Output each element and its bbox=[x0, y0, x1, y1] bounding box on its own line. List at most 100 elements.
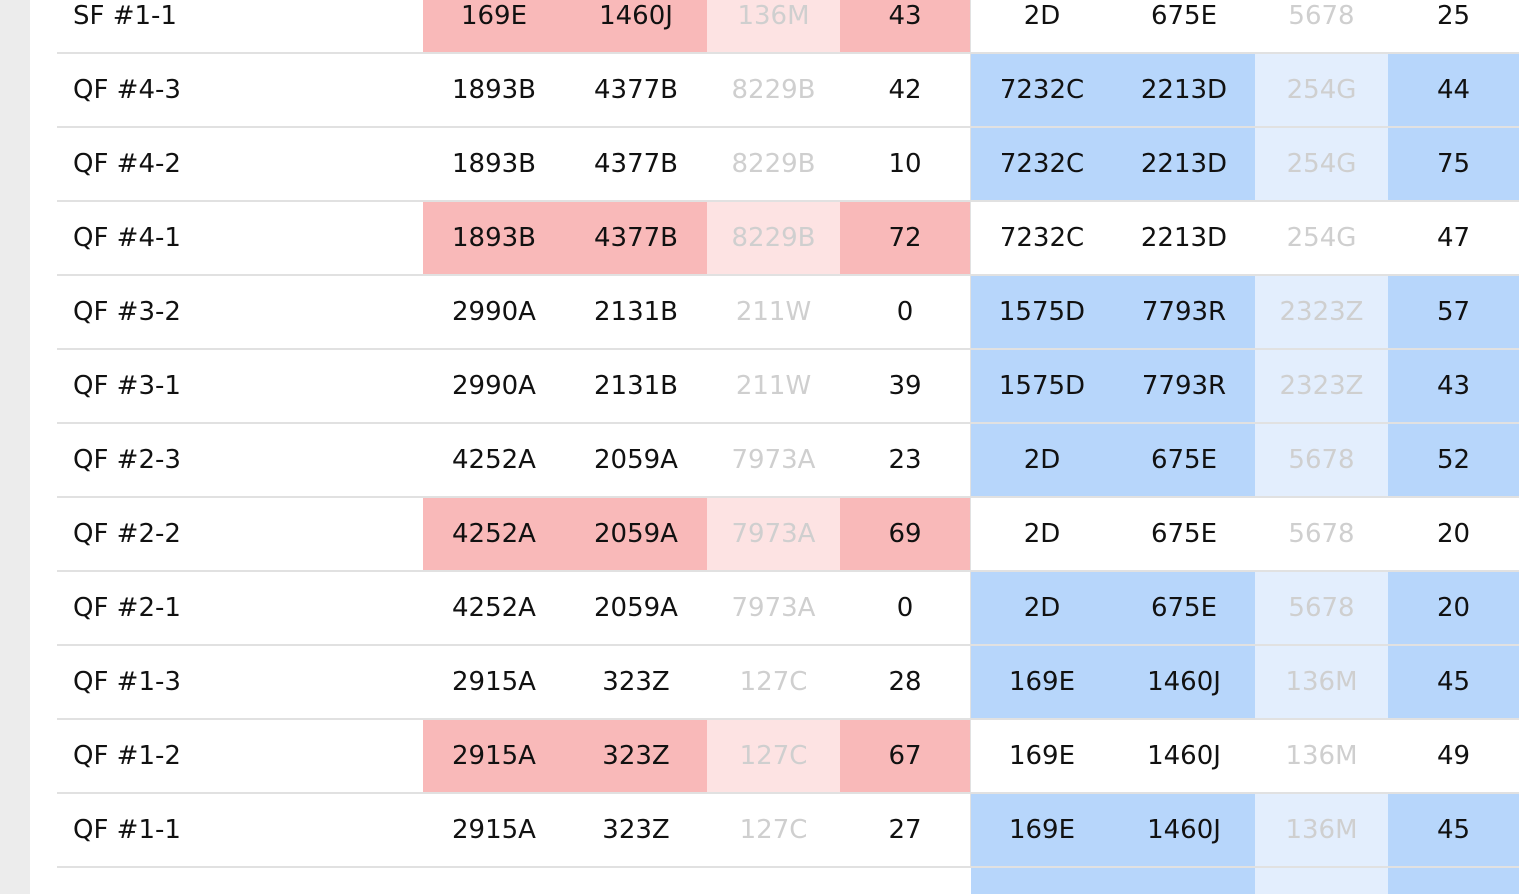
team-b-seed-3: 136M bbox=[1255, 794, 1388, 866]
table-row[interactable]: QF #4-1 1893B 4377B 8229B 72 7232C 2213D 254G 47 bbox=[57, 202, 1519, 276]
team-divider bbox=[970, 54, 971, 128]
team-b-seed-2: 675E bbox=[1113, 572, 1255, 644]
team-b-seed-3: 5678 bbox=[1288, 1, 1355, 31]
team-b-seed-3: 5678 bbox=[1255, 424, 1388, 496]
team-a-score: 27 bbox=[888, 815, 922, 845]
team-a-seed-1: 1893B bbox=[423, 202, 565, 274]
team-a-score: 43 bbox=[840, 0, 970, 52]
team-a-score: 42 bbox=[888, 75, 922, 105]
team-divider bbox=[970, 572, 971, 646]
team-a-seed-2: 323Z bbox=[565, 720, 707, 792]
team-b-seed-3: 136M bbox=[1255, 646, 1388, 718]
team-b-seed-2: 1460J bbox=[1113, 646, 1255, 718]
team-a-seed-2: 1460J bbox=[565, 0, 707, 52]
table-row[interactable]: QF #4-2 1893B 4377B 8229B 10 7232C 2213D 254G 75 bbox=[57, 128, 1519, 202]
team-divider bbox=[970, 424, 971, 498]
team-b-seed-2: 2213D bbox=[1113, 128, 1255, 200]
team-a-seed-3: 7973A bbox=[731, 593, 816, 623]
team-b-seed-1: 1575D bbox=[971, 350, 1113, 422]
team-b-seed-2: 7793R bbox=[1113, 350, 1255, 422]
team-a-seed-1: 2915A bbox=[452, 667, 536, 697]
match-results-table: SF #1-1 169E 1460J 136M 43 2D 675E 5678 25 QF #4-… bbox=[57, 0, 1519, 868]
team-a-score: 67 bbox=[840, 720, 970, 792]
team-a-seed-1: 2915A bbox=[423, 720, 565, 792]
match-label: QF #1-1 bbox=[73, 815, 181, 845]
team-a-seed-3: 127C bbox=[739, 815, 808, 845]
match-label: QF #1-3 bbox=[73, 667, 181, 697]
match-label: QF #4-1 bbox=[73, 223, 181, 253]
match-label: QF #4-2 bbox=[73, 149, 181, 179]
team-b-seed-1: 2D bbox=[1023, 1, 1061, 31]
team-b-seed-3: 2323Z bbox=[1255, 276, 1388, 348]
team-b-seed-1: 2D bbox=[971, 572, 1113, 644]
team-a-seed-2: 4377B bbox=[593, 75, 678, 105]
match-label: QF #2-3 bbox=[73, 445, 181, 475]
team-a-seed-3: 7973A bbox=[707, 498, 840, 570]
team-b-score: 47 bbox=[1436, 223, 1471, 253]
team-divider bbox=[970, 350, 971, 424]
team-b-seed-1: 7232C bbox=[971, 128, 1113, 200]
team-b-seed-2: 2213D bbox=[1113, 54, 1255, 126]
team-divider bbox=[970, 646, 971, 720]
table-row[interactable]: QF #2-1 4252A 2059A 7973A 0 2D 675E 5678 20 bbox=[57, 572, 1519, 646]
right-gutter bbox=[1519, 0, 1540, 894]
team-b-seed-3: 2323Z bbox=[1255, 350, 1388, 422]
team-a-seed-3: 127C bbox=[707, 720, 840, 792]
table-row[interactable]: QF #2-3 4252A 2059A 7973A 23 2D 675E 5678 52 bbox=[57, 424, 1519, 498]
team-b-seed-3: 5678 bbox=[1288, 519, 1355, 549]
team-b-seed-2: 675E bbox=[1150, 1, 1218, 31]
team-a-seed-2: 2131B bbox=[593, 371, 678, 401]
table-row[interactable]: QF #2-2 4252A 2059A 7973A 69 2D 675E 5678 20 bbox=[57, 498, 1519, 572]
team-a-seed-1: 2990A bbox=[452, 297, 536, 327]
team-b-seed-2: 675E bbox=[1150, 519, 1218, 549]
team-a-seed-1: 4252A bbox=[452, 445, 536, 475]
team-a-seed-3: 7973A bbox=[731, 445, 816, 475]
team-divider bbox=[970, 0, 971, 54]
team-b-score: 43 bbox=[1388, 350, 1519, 422]
match-label: QF #3-1 bbox=[73, 371, 181, 401]
team-a-seed-2: 2059A bbox=[594, 445, 678, 475]
team-b-seed-1: 169E bbox=[1008, 741, 1076, 771]
team-a-seed-2: 323Z bbox=[602, 667, 670, 697]
team-a-seed-1: 4252A bbox=[452, 593, 536, 623]
team-b-seed-1: 1575D bbox=[971, 276, 1113, 348]
team-b-score: 49 bbox=[1436, 741, 1471, 771]
team-a-score: 0 bbox=[896, 593, 914, 623]
team-a-seed-3: 8229B bbox=[731, 149, 816, 179]
team-a-seed-1: 1893B bbox=[451, 75, 536, 105]
next-row-team-b-highlight-light bbox=[1255, 868, 1388, 894]
team-b-seed-2: 1460J bbox=[1113, 794, 1255, 866]
team-a-seed-1: 1893B bbox=[451, 149, 536, 179]
team-b-score: 52 bbox=[1388, 424, 1519, 496]
team-a-seed-2: 2059A bbox=[565, 498, 707, 570]
team-b-seed-1: 7232C bbox=[971, 54, 1113, 126]
team-a-seed-1: 2915A bbox=[452, 815, 536, 845]
team-b-score: 45 bbox=[1388, 646, 1519, 718]
team-a-score: 39 bbox=[888, 371, 922, 401]
table-row[interactable]: QF #1-2 2915A 323Z 127C 67 169E 1460J 136M 49 bbox=[57, 720, 1519, 794]
team-b-seed-1: 7232C bbox=[999, 223, 1085, 253]
table-row[interactable]: QF #1-1 2915A 323Z 127C 27 169E 1460J 136M 45 bbox=[57, 794, 1519, 868]
team-b-score: 57 bbox=[1388, 276, 1519, 348]
table-row[interactable]: SF #1-1 169E 1460J 136M 43 2D 675E 5678 25 bbox=[57, 0, 1519, 54]
team-a-seed-2: 2131B bbox=[593, 297, 678, 327]
team-b-seed-1: 169E bbox=[971, 794, 1113, 866]
team-b-seed-3: 254G bbox=[1286, 223, 1357, 253]
team-b-score: 25 bbox=[1436, 1, 1471, 31]
match-label: QF #3-2 bbox=[73, 297, 181, 327]
team-b-seed-3: 254G bbox=[1255, 54, 1388, 126]
team-a-seed-3: 211W bbox=[735, 371, 812, 401]
team-divider bbox=[970, 202, 971, 276]
table-row[interactable]: QF #4-3 1893B 4377B 8229B 42 7232C 2213D 254G 44 bbox=[57, 54, 1519, 128]
team-a-seed-3: 127C bbox=[739, 667, 808, 697]
team-a-seed-1: 169E bbox=[423, 0, 565, 52]
team-b-seed-1: 2D bbox=[1023, 519, 1061, 549]
team-b-seed-2: 2213D bbox=[1140, 223, 1228, 253]
table-row[interactable]: QF #3-2 2990A 2131B 211W 0 1575D 7793R 2323Z 57 bbox=[57, 276, 1519, 350]
team-divider bbox=[970, 794, 971, 868]
team-b-seed-1: 169E bbox=[971, 646, 1113, 718]
table-row[interactable]: QF #1-3 2915A 323Z 127C 28 169E 1460J 136M 45 bbox=[57, 646, 1519, 720]
table-row[interactable]: QF #3-1 2990A 2131B 211W 39 1575D 7793R 2323Z 43 bbox=[57, 350, 1519, 424]
team-a-score: 28 bbox=[888, 667, 922, 697]
